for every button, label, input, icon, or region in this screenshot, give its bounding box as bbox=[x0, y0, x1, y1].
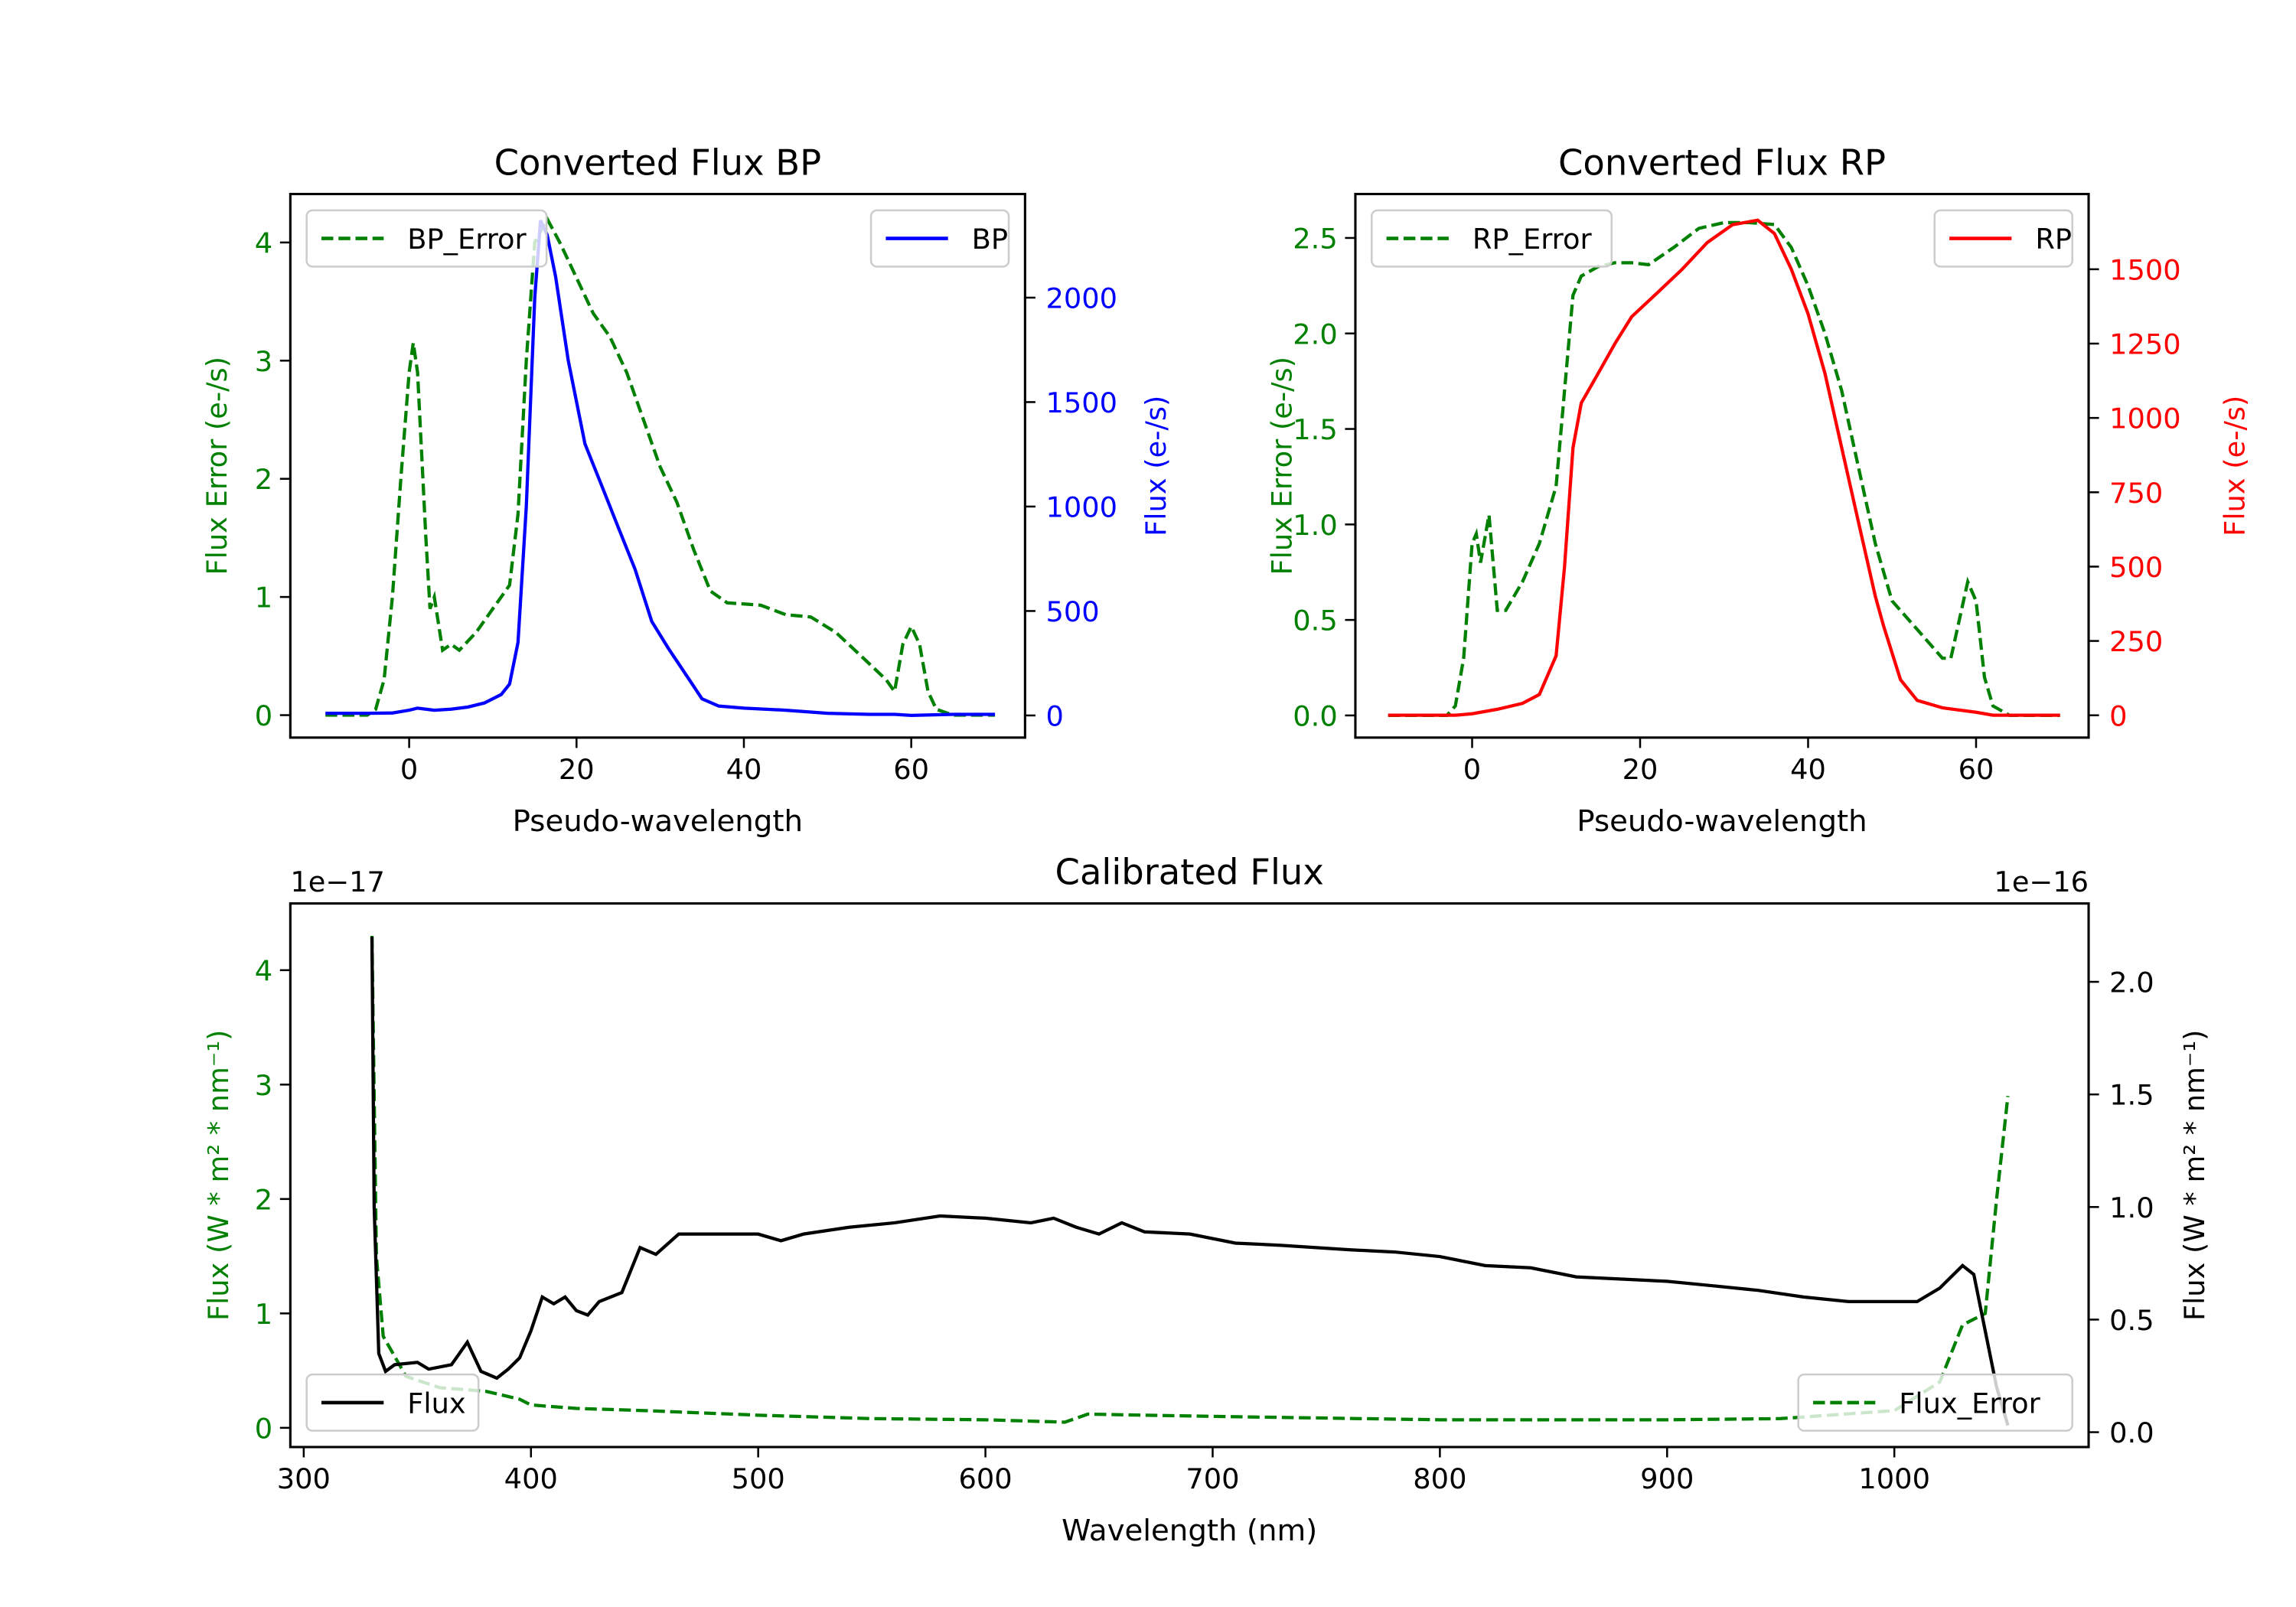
x-axis-label: Pseudo-wavelength bbox=[513, 804, 803, 839]
y-right-tick-label: 500 bbox=[2109, 551, 2163, 584]
y-left-axis-label: Flux (W * m² * nm⁻¹) bbox=[202, 1030, 235, 1321]
legend-box bbox=[305, 1373, 480, 1432]
axes-frame bbox=[289, 193, 1026, 739]
legend-box bbox=[1371, 209, 1613, 268]
y-left-tick-label: 2 bbox=[255, 1183, 272, 1216]
series-line-rp-error bbox=[1388, 220, 2060, 717]
legend-label: BP bbox=[972, 223, 1008, 256]
y-right-tick-label: 2000 bbox=[1045, 282, 1117, 315]
y-left-tick-label: 2 bbox=[255, 463, 272, 496]
x-tick-label: 20 bbox=[1623, 753, 1658, 786]
y-left-tick-label: 1.0 bbox=[1293, 509, 1337, 542]
y-left-tick-label: 4 bbox=[255, 227, 272, 259]
y-right-tick-label: 0.0 bbox=[2109, 1416, 2154, 1449]
series-line-flux bbox=[370, 937, 2010, 1426]
y-right-tick-label: 1000 bbox=[2109, 403, 2181, 435]
y-right-axis-label: Flux (e-/s) bbox=[2218, 396, 2251, 536]
x-tick-label: 20 bbox=[559, 753, 595, 786]
y-left-axis-label: Flux Error (e-/s) bbox=[1266, 357, 1299, 575]
legend-label: BP_Error bbox=[407, 223, 527, 256]
x-tick-label: 40 bbox=[1790, 753, 1826, 786]
chart-title: Converted Flux BP bbox=[494, 142, 822, 183]
legend-label: RP bbox=[2035, 223, 2072, 256]
y-left-axis-label: Flux Error (e-/s) bbox=[201, 357, 233, 575]
legend-box bbox=[1797, 1373, 2074, 1432]
legend-bp-error: BP_Error bbox=[305, 209, 548, 268]
axes-frame bbox=[289, 902, 2090, 1449]
legend-label: Flux_Error bbox=[1899, 1387, 2040, 1420]
y-left-tick-label: 2.0 bbox=[1293, 318, 1337, 350]
x-tick-label: 0 bbox=[400, 753, 418, 786]
y-right-offset-text: 1e−16 bbox=[1994, 865, 2089, 898]
y-left-tick-label: 1.5 bbox=[1293, 413, 1337, 446]
chart-title: Calibrated Flux bbox=[1055, 851, 1324, 892]
y-left-tick-label: 0 bbox=[255, 699, 272, 732]
series-line-rp bbox=[1388, 218, 2060, 717]
rp-chart: Converted Flux RP 0 20 40 60 Pseudo-wavelengt… bbox=[1266, 142, 2252, 838]
x-tick-label: 500 bbox=[732, 1462, 785, 1495]
y-left-tick-label: 0.5 bbox=[1293, 605, 1337, 637]
y-right-tick-label: 250 bbox=[2109, 625, 2163, 658]
x-tick-label: 400 bbox=[504, 1462, 558, 1495]
y-right-axis-label: Flux (e-/s) bbox=[1140, 396, 1172, 536]
y-right-tick-label: 1000 bbox=[1045, 491, 1117, 523]
x-tick-label: 300 bbox=[277, 1462, 331, 1495]
x-tick-label: 1000 bbox=[1858, 1462, 1930, 1495]
x-tick-label: 600 bbox=[958, 1462, 1012, 1495]
y-right-tick-label: 0 bbox=[1045, 699, 1063, 732]
legend-rp-error: RP_Error bbox=[1371, 209, 1613, 268]
axes-frame bbox=[1354, 193, 2090, 739]
y-left-offset-text: 1e−17 bbox=[290, 865, 385, 898]
y-left-tick-label: 2.5 bbox=[1293, 223, 1337, 256]
y-right-tick-label: 0.5 bbox=[2109, 1304, 2154, 1337]
chart-title: Converted Flux RP bbox=[1558, 142, 1886, 183]
x-tick-label: 0 bbox=[1463, 753, 1481, 786]
y-right-tick-label: 500 bbox=[1045, 595, 1099, 628]
y-left-tick-label: 0 bbox=[255, 1412, 272, 1445]
y-left-tick-label: 1 bbox=[255, 582, 272, 614]
x-tick-label: 900 bbox=[1640, 1462, 1694, 1495]
y-right-tick-label: 1.5 bbox=[2109, 1079, 2154, 1112]
legend-rp: RP bbox=[1933, 209, 2074, 268]
x-tick-label: 60 bbox=[893, 753, 929, 786]
x-tick-label: 60 bbox=[1958, 753, 1994, 786]
x-axis-label: Wavelength (nm) bbox=[1062, 1514, 1317, 1548]
y-right-tick-label: 1.0 bbox=[2109, 1191, 2154, 1224]
y-right-tick-label: 1500 bbox=[2109, 253, 2181, 286]
y-right-tick-label: 750 bbox=[2109, 477, 2163, 510]
calibrated-chart: Calibrated Flux 300 400 500 600 700 800 900 1000… bbox=[202, 851, 2211, 1547]
y-right-tick-label: 1500 bbox=[1045, 386, 1117, 419]
legend-label: RP_Error bbox=[1473, 223, 1593, 256]
y-left-tick-label: 0.0 bbox=[1293, 699, 1337, 732]
legend-label: Flux bbox=[407, 1387, 465, 1420]
y-right-tick-label: 2.0 bbox=[2109, 966, 2154, 999]
x-tick-label: 40 bbox=[726, 753, 762, 786]
bp-chart: Converted Flux BP0 20 40 60Pseudo-wavelengt… bbox=[201, 142, 1172, 838]
series-line-bp bbox=[325, 220, 996, 717]
legend-bp: BP bbox=[869, 209, 1010, 268]
x-tick-label: 700 bbox=[1186, 1462, 1239, 1495]
x-tick-label: 800 bbox=[1413, 1462, 1466, 1495]
x-axis-label: Pseudo-wavelength bbox=[1577, 804, 1867, 839]
y-right-tick-label: 1250 bbox=[2109, 328, 2181, 361]
y-right-axis-label: Flux (W * m² * nm⁻¹) bbox=[2178, 1030, 2211, 1321]
y-left-tick-label: 1 bbox=[255, 1298, 272, 1331]
y-left-tick-label: 3 bbox=[255, 1069, 272, 1102]
legend-flux: Flux bbox=[305, 1373, 480, 1432]
y-right-tick-label: 0 bbox=[2109, 699, 2127, 732]
legend-box bbox=[305, 209, 548, 268]
series-line-bp-error bbox=[325, 215, 996, 717]
y-left-tick-label: 3 bbox=[255, 345, 272, 378]
legend-flux-error: Flux_Error bbox=[1797, 1373, 2074, 1432]
y-left-tick-label: 4 bbox=[255, 954, 272, 987]
